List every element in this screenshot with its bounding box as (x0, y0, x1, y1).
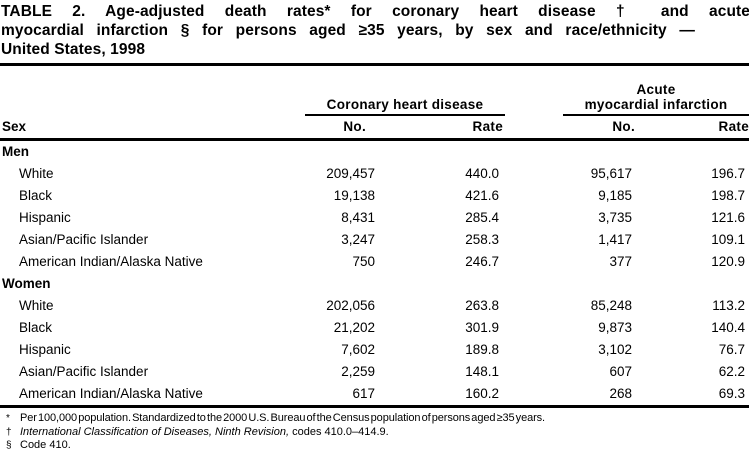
ami-rate-cell: 120.9 (711, 254, 746, 269)
chd-no-cell: 3,247 (341, 232, 375, 247)
ami-group-header: Acute myocardial infarction (505, 65, 749, 116)
chd-rate-cell: 301.9 (465, 320, 500, 335)
title-line-2: myocardial infarction § for persons aged… (1, 22, 695, 39)
ami-rate-cell: 109.1 (711, 232, 746, 247)
sex-column-header: Sex (0, 64, 305, 141)
ami-rate-column-header: Rate (636, 116, 749, 141)
ami-no-cell: 268 (609, 386, 633, 401)
footnote-symbol: * (6, 413, 10, 424)
title-line-3: United States, 1998 (1, 41, 146, 58)
ami-rate-cell: 198.7 (711, 188, 746, 203)
chd-rate-cell: 258.3 (465, 232, 500, 247)
ami-no-cell: 1,417 (598, 232, 633, 247)
table-row: Black 19,138 421.6 9,185 198.7 (0, 185, 749, 207)
footnote-text: Per 100,000 population. Standardized to … (20, 412, 546, 424)
table-header: Sex Coronary heart disease Acute myocard… (0, 64, 749, 141)
footnotes: * Per 100,000 population. Standardized to… (0, 408, 749, 453)
chd-no-cell: 202,056 (326, 298, 375, 313)
ami-group-label-line1: Acute (636, 82, 676, 97)
chd-no-cell: 21,202 (333, 320, 375, 335)
ami-rate-cell: 113.2 (712, 298, 746, 313)
footnote-italic-text: International Classification of Diseases… (20, 425, 290, 438)
table-row: American Indian/Alaska Native 750 246.7 377… (0, 251, 749, 273)
footnote-line: * Per 100,000 population. Standardized to… (2, 412, 747, 426)
row-label: Hispanic (19, 210, 71, 225)
table-row: White 209,457 440.0 95,617 196.7 (0, 163, 749, 185)
chd-rate-cell: 148.1 (465, 364, 500, 379)
chd-no-cell: 2,259 (341, 364, 375, 379)
footnote-symbol: † (6, 426, 12, 438)
table-row: Asian/Pacific Islander 2,259 148.1 607 62.2 (0, 361, 749, 383)
ami-rate-cell: 62.2 (718, 364, 746, 379)
footnote-symbol: § (6, 440, 12, 451)
ami-no-cell: 95,617 (590, 166, 633, 181)
chd-rate-cell: 285.4 (465, 210, 500, 225)
chd-no-cell: 617 (352, 386, 375, 401)
chd-rate-cell: 246.7 (465, 254, 500, 269)
row-label: American Indian/Alaska Native (19, 254, 203, 269)
section-label: Men (2, 144, 29, 159)
ami-no-cell: 3,735 (598, 210, 633, 225)
chd-no-cell: 7,602 (341, 342, 375, 357)
row-label: Asian/Pacific Islander (19, 364, 149, 379)
table-row: American Indian/Alaska Native 617 160.2 268… (0, 383, 749, 407)
chd-rate-cell: 263.8 (465, 298, 500, 313)
section-row: Women (0, 273, 749, 295)
ami-no-cell: 607 (609, 364, 633, 379)
row-label: Black (19, 188, 53, 203)
table-row: Black 21,202 301.9 9,873 140.4 (0, 317, 749, 339)
row-label: Black (19, 320, 53, 335)
row-label: Hispanic (19, 342, 71, 357)
data-table: Sex Coronary heart disease Acute myocard… (0, 63, 749, 408)
footnote-text: codes 410.0–414.9. (289, 425, 389, 438)
chd-group-label: Coronary heart disease (305, 97, 506, 116)
row-label: Asian/Pacific Islander (19, 232, 149, 247)
chd-no-cell: 19,138 (333, 188, 375, 203)
chd-no-column-header: No. (305, 116, 378, 141)
row-label: White (19, 166, 54, 181)
row-label: American Indian/Alaska Native (19, 386, 203, 401)
footnote-line: † International Classification of Disease… (2, 426, 747, 440)
chd-rate-cell: 189.8 (465, 342, 500, 357)
ami-group-label-line2: myocardial infarction (584, 97, 728, 112)
section-row: Men (0, 140, 749, 164)
footnote-line: § Code 410. (2, 439, 747, 453)
section-label: Women (2, 276, 51, 291)
ami-rate-cell: 69.3 (718, 386, 746, 401)
chd-rate-cell: 160.2 (465, 386, 500, 401)
ami-no-cell: 85,248 (590, 298, 633, 313)
row-label: White (19, 298, 54, 313)
ami-rate-cell: 196.7 (711, 166, 746, 181)
ami-no-cell: 377 (609, 254, 633, 269)
ami-no-cell: 9,873 (598, 320, 633, 335)
table-body: Men White 209,457 440.0 95,617 196.7 Black 19,1… (0, 140, 749, 407)
column-header-row: No. Rate No. Rate (0, 116, 749, 141)
ami-no-column-header: No. (505, 116, 637, 141)
ami-rate-cell: 140.4 (711, 320, 746, 335)
chd-no-cell: 750 (352, 254, 375, 269)
table-row: White 202,056 263.8 85,248 113.2 (0, 295, 749, 317)
ami-no-cell: 3,102 (598, 342, 633, 357)
table-title: TABLE 2. Age-adjusted death rates* for c… (0, 0, 749, 62)
group-header-row: Sex Coronary heart disease Acute myocard… (0, 64, 749, 141)
chd-no-cell: 209,457 (326, 166, 375, 181)
title-line-1: TABLE 2. Age-adjusted death rates* for c… (1, 3, 749, 20)
ami-no-cell: 9,185 (598, 188, 633, 203)
chd-rate-column-header: Rate (378, 116, 506, 141)
chd-rate-cell: 421.6 (465, 188, 500, 203)
ami-rate-cell: 121.6 (711, 210, 746, 225)
table-row: Asian/Pacific Islander 3,247 258.3 1,417 109… (0, 229, 749, 251)
ami-rate-cell: 76.7 (718, 342, 746, 357)
table-row: Hispanic 8,431 285.4 3,735 121.6 (0, 207, 749, 229)
chd-group-header: Coronary heart disease (305, 65, 506, 116)
footnote-text: Code 410. (20, 439, 71, 451)
chd-no-cell: 8,431 (341, 210, 375, 225)
table-row: Hispanic 7,602 189.8 3,102 76.7 (0, 339, 749, 361)
chd-rate-cell: 440.0 (465, 166, 500, 181)
